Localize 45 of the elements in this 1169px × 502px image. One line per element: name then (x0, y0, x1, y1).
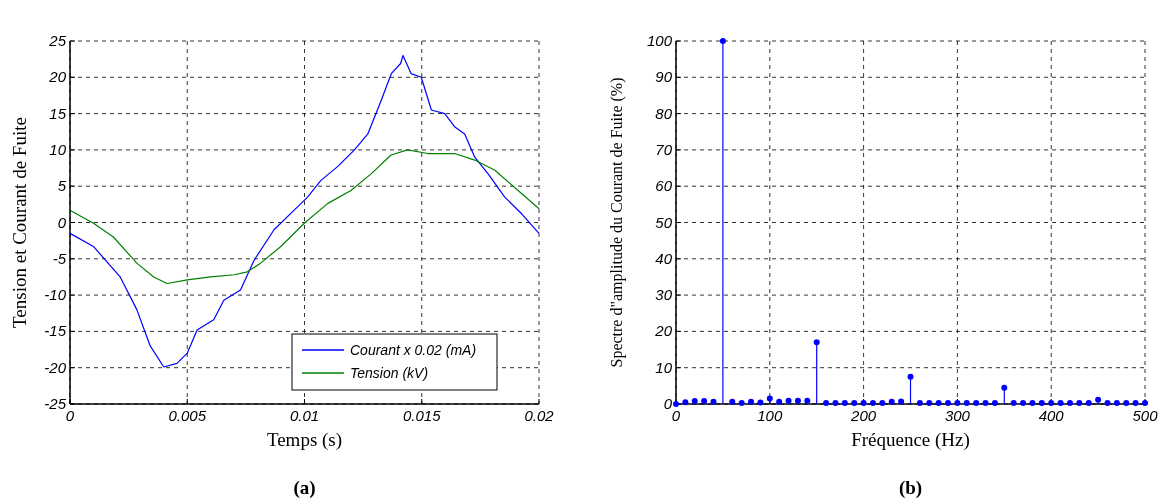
y-tick-label: 60 (655, 177, 673, 195)
line-series (69, 54, 540, 368)
y-tick-label: 10 (49, 140, 67, 158)
y-tick-label: 5 (57, 177, 67, 195)
y-tick-label: 50 (655, 213, 673, 231)
y-tick-label: -25 (44, 395, 67, 412)
text: (a) (293, 477, 316, 499)
y-tick-label: 25 (48, 32, 67, 49)
legend-label: Courant x 0.02 (mA) (350, 342, 477, 358)
x-tick-label: 0.005 (168, 407, 207, 424)
x-tick-label: 0.02 (524, 407, 555, 424)
legend-label: Tension (kV) (350, 365, 429, 381)
x-tick-label: 0.015 (402, 407, 442, 424)
y-tick-label: 70 (655, 140, 673, 158)
y-tick-label: 10 (655, 358, 673, 376)
point (719, 38, 726, 44)
x-tick-label: 500 (1132, 407, 1159, 424)
y-tick-label: 100 (646, 32, 673, 49)
text: (b) (898, 477, 923, 499)
y-tick-label: -10 (44, 286, 67, 304)
y-axis-title: Spectre d"amplitude du Courant de Fuite (%) (608, 77, 626, 368)
x-axis-title: Temps (s) (266, 429, 343, 451)
point (907, 373, 914, 380)
y-tick-label: 0 (663, 395, 673, 412)
x-tick-label: 200 (850, 407, 877, 424)
point (1001, 384, 1008, 391)
y-tick-label: 80 (655, 104, 673, 122)
x-tick-label: 100 (757, 407, 783, 424)
x-tick-label: 300 (944, 407, 971, 424)
x-tick-label: 400 (1038, 407, 1065, 424)
y-tick-label: 0 (57, 213, 67, 231)
y-tick-label: 20 (48, 68, 67, 86)
y-tick-label: -5 (52, 249, 67, 267)
y-tick-label: 40 (655, 249, 673, 267)
y-tick-label: 30 (655, 286, 673, 304)
y-tick-label: 15 (49, 104, 67, 122)
y-axis-title: Tension et Courant de Fuite (9, 117, 30, 328)
line-series (69, 149, 540, 285)
point (813, 339, 820, 346)
y-tick-label: 90 (655, 68, 673, 86)
x-tick-label: 0.01 (289, 407, 320, 424)
y-tick-label: 20 (654, 322, 673, 340)
x-axis-title: Fréquence (Hz) (851, 429, 970, 451)
y-tick-label: -20 (44, 358, 67, 376)
y-tick-label: -15 (44, 322, 67, 340)
